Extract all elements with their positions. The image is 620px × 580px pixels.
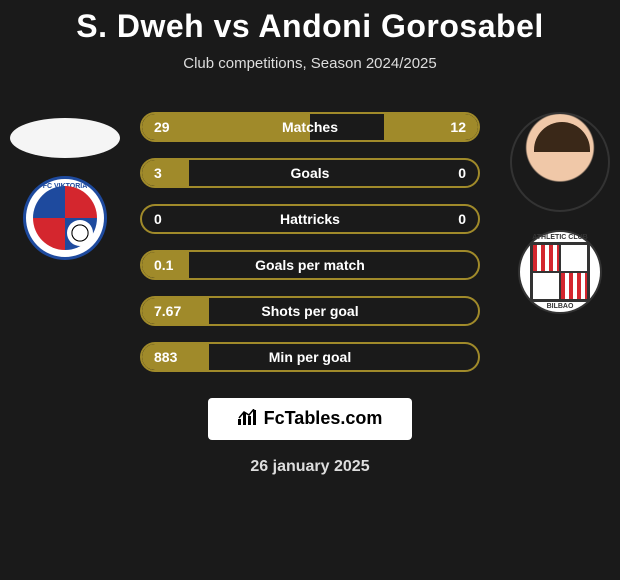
stat-value-left: 7.67 [154, 303, 204, 319]
stat-row: 0.1Goals per match [140, 250, 480, 280]
comparison-content: FC VIKTORIA ATHLETIC CLUB BILBAO 29Match… [0, 112, 620, 392]
stat-row: 3Goals0 [140, 158, 480, 188]
stat-value-right: 0 [416, 211, 466, 227]
player-right-avatar [510, 112, 610, 212]
club-right-label-bottom: BILBAO [520, 303, 600, 310]
club-right-emblem [530, 242, 590, 302]
stat-value-left: 0.1 [154, 257, 204, 273]
player-right-column: ATHLETIC CLUB BILBAO [510, 112, 610, 314]
stat-value-right: 12 [416, 119, 466, 135]
stat-row: 883Min per goal [140, 342, 480, 372]
stat-label: Shots per goal [204, 303, 416, 319]
footer: FcTables.com [0, 398, 620, 440]
player-left-club-badge: FC VIKTORIA [23, 176, 107, 260]
club-right-label-top: ATHLETIC CLUB [520, 234, 600, 241]
stat-label: Matches [204, 119, 416, 135]
stat-row: 29Matches12 [140, 112, 480, 142]
club-left-emblem [33, 186, 97, 250]
comparison-title: S. Dweh vs Andoni Gorosabel [0, 0, 620, 45]
comparison-date: 26 january 2025 [0, 458, 620, 476]
stat-label: Min per goal [204, 349, 416, 365]
stat-value-left: 0 [154, 211, 204, 227]
stat-value-left: 29 [154, 119, 204, 135]
player-right-club-badge: ATHLETIC CLUB BILBAO [518, 230, 602, 314]
stat-label: Hattricks [204, 211, 416, 227]
stat-row: 0Hattricks0 [140, 204, 480, 234]
stat-label: Goals [204, 165, 416, 181]
stat-label: Goals per match [204, 257, 416, 273]
player-left-column: FC VIKTORIA [10, 112, 120, 260]
stat-value-left: 883 [154, 349, 204, 365]
stat-row: 7.67Shots per goal [140, 296, 480, 326]
fctables-logo-text: FcTables.com [264, 408, 383, 428]
comparison-subtitle: Club competitions, Season 2024/2025 [0, 55, 620, 72]
stat-value-right: 0 [416, 165, 466, 181]
stats-table: 29Matches123Goals00Hattricks00.1Goals pe… [140, 112, 480, 388]
fctables-logo[interactable]: FcTables.com [208, 398, 413, 440]
stat-value-left: 3 [154, 165, 204, 181]
player-left-avatar [10, 118, 120, 158]
bars-icon [238, 409, 258, 430]
